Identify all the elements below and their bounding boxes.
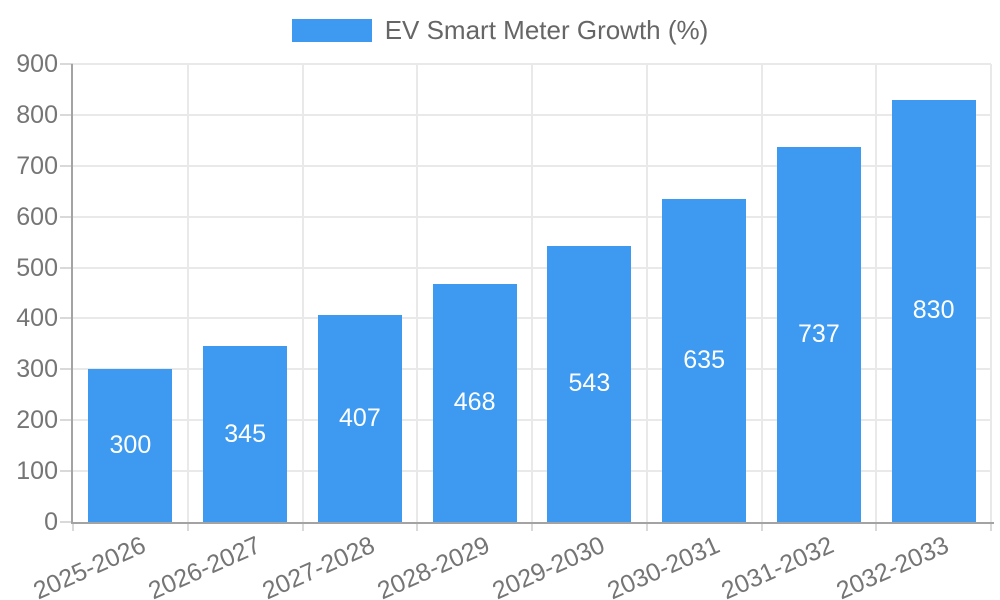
x-axis-category-label: 2030-2031 [602, 531, 724, 600]
y-axis-tick-label: 200 [16, 406, 58, 435]
y-axis-tick [60, 164, 73, 167]
x-axis-tick [645, 522, 648, 531]
y-axis-tick [60, 419, 73, 422]
legend[interactable]: EV Smart Meter Growth (%) [0, 15, 1000, 46]
y-axis-tick [60, 317, 73, 320]
bar[interactable]: 407 [317, 314, 402, 522]
y-axis-tick [60, 113, 73, 116]
bar-value-label: 468 [453, 388, 496, 417]
gridline-vertical [645, 64, 648, 522]
x-axis-tick [875, 522, 878, 531]
y-axis-tick-label: 500 [16, 253, 58, 282]
y-axis-tick [60, 266, 73, 269]
y-axis-tick [60, 521, 73, 523]
x-axis-category-label: 2031-2032 [717, 531, 839, 600]
y-axis-tick-label: 700 [16, 151, 58, 180]
bar-value-label: 300 [109, 431, 152, 460]
x-axis-tick [531, 522, 533, 531]
bar[interactable]: 737 [776, 146, 861, 522]
bar[interactable]: 543 [547, 245, 632, 522]
bar-value-label: 635 [683, 345, 725, 374]
y-axis-tick-label: 400 [16, 304, 58, 333]
y-axis-line [71, 64, 73, 522]
y-axis-tick-label: 900 [16, 50, 58, 78]
gridline-vertical [875, 64, 878, 522]
y-axis-tick [60, 63, 73, 65]
gridline-vertical [760, 64, 763, 522]
y-axis-tick [60, 368, 73, 371]
gridline-vertical [301, 64, 304, 522]
x-axis-category-label: 2025-2026 [29, 531, 150, 600]
x-axis-tick [186, 522, 189, 531]
legend-swatch-icon [291, 19, 372, 42]
y-axis-tick-label: 0 [44, 508, 58, 536]
x-axis-tick [760, 522, 763, 531]
y-axis-tick [60, 215, 73, 218]
bar[interactable]: 345 [203, 346, 288, 522]
x-axis-line [71, 522, 994, 524]
gridline-vertical [531, 64, 533, 522]
x-axis-tick [990, 522, 992, 531]
y-axis-tick-label: 800 [16, 100, 58, 129]
y-axis-tick-label: 600 [16, 202, 58, 231]
gridline-vertical [186, 64, 189, 522]
x-axis-tick [72, 522, 74, 531]
bar-value-label: 407 [339, 403, 381, 432]
x-axis-tick [301, 522, 304, 531]
gridline-vertical [990, 64, 992, 522]
bar-value-label: 737 [798, 319, 840, 348]
y-axis-tick-label: 100 [16, 457, 58, 486]
y-axis-tick [60, 470, 73, 473]
bar[interactable]: 468 [432, 283, 517, 522]
y-axis-tick-label: 300 [16, 355, 58, 384]
x-axis-category-label: 2032-2033 [832, 531, 954, 600]
bar-value-label: 543 [568, 369, 611, 398]
x-axis-category-label: 2028-2029 [373, 531, 495, 600]
bar[interactable]: 300 [88, 369, 173, 522]
legend-label: EV Smart Meter Growth (%) [384, 15, 709, 45]
bar-value-label: 830 [912, 296, 955, 325]
bar[interactable]: 635 [662, 198, 747, 522]
gridline-vertical [416, 64, 419, 522]
bar[interactable]: 830 [891, 99, 976, 522]
x-axis-tick [416, 522, 419, 531]
bar-value-label: 345 [224, 419, 266, 448]
x-axis-category-label: 2029-2030 [488, 531, 609, 600]
x-axis-category-label: 2026-2027 [143, 531, 265, 600]
x-axis-category-label: 2027-2028 [258, 531, 380, 600]
